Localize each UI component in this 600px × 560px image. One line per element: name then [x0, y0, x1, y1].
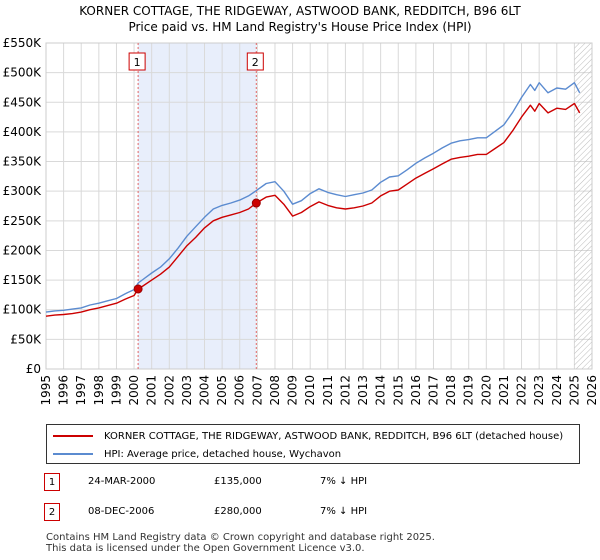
sale-point — [251, 198, 261, 208]
legend-item-hpi: HPI: Average price, detached house, Wych… — [53, 446, 341, 462]
price-chart: £0 £50K £100K £150K £200K £250K £300K £350K £400… — [3, 36, 599, 406]
x-tick-label: 2004 — [198, 375, 212, 406]
y-tick-label: £350K — [3, 155, 43, 169]
x-tick-label: 2014 — [374, 375, 388, 406]
x-tick-label: 2018 — [444, 375, 458, 406]
x-tick-label: 2002 — [162, 375, 176, 406]
sale-marker-badge: 2 — [44, 503, 60, 521]
x-tick-label: 2017 — [426, 375, 440, 406]
sale-price: £135,000 — [214, 476, 262, 487]
x-tick-label: 2005 — [215, 375, 229, 406]
x-tick-label: 2009 — [286, 375, 300, 406]
sale-marker-box — [246, 52, 264, 71]
y-tick-label: £500K — [3, 66, 43, 80]
footer-license: This data is licensed under the Open Gov… — [46, 543, 365, 554]
sale-point — [133, 284, 143, 294]
sale-marker-label: 1 — [134, 56, 141, 69]
x-tick-label: 2008 — [268, 375, 282, 406]
x-tick-label: 2024 — [550, 375, 564, 406]
x-tick-label: 1999 — [109, 375, 123, 406]
legend: KORNER COTTAGE, THE RIDGEWAY, ASTWOOD BA… — [46, 424, 580, 464]
holding-period-shade — [138, 43, 257, 369]
footer-copyright: Contains HM Land Registry data © Crown c… — [46, 532, 435, 543]
x-tick-label: 1997 — [74, 375, 88, 406]
sale-hpi-diff: 7% ↓ HPI — [320, 476, 368, 487]
x-tick-label: 2022 — [515, 375, 529, 406]
x-tick-label: 2015 — [391, 375, 405, 406]
legend-swatch-hpi — [53, 453, 93, 455]
x-tick-label: 2019 — [462, 375, 476, 406]
x-tick-label: 2010 — [303, 375, 317, 406]
x-tick-label: 2000 — [127, 375, 141, 406]
x-tick-label: 2016 — [409, 375, 423, 406]
x-tick-label: 1996 — [57, 375, 71, 406]
y-tick-label: £250K — [3, 214, 43, 228]
legend-label-property: KORNER COTTAGE, THE RIDGEWAY, ASTWOOD BA… — [104, 430, 564, 442]
y-tick-label: £100K — [3, 303, 43, 317]
x-tick-label: 2013 — [356, 375, 370, 406]
sale-date: 08-DEC-2006 — [88, 506, 155, 517]
x-tick-label: 2003 — [180, 375, 194, 406]
y-tick-label: £150K — [3, 273, 43, 287]
y-tick-label: £400K — [3, 125, 43, 139]
x-tick-label: 2012 — [338, 375, 352, 406]
chart-title: KORNER COTTAGE, THE RIDGEWAY, ASTWOOD BA… — [79, 4, 521, 18]
x-tick-label: 1998 — [92, 375, 106, 406]
y-tick-label: £450K — [3, 95, 43, 109]
future-hatch — [574, 43, 592, 369]
sale-marker-label: 2 — [252, 56, 259, 69]
sale-date: 24-MAR-2000 — [88, 476, 156, 487]
x-tick-label: 2001 — [145, 375, 159, 406]
x-tick-label: 2007 — [250, 375, 264, 406]
x-tick-label: 2020 — [479, 375, 493, 406]
y-tick-label: £300K — [3, 184, 43, 198]
x-tick-label: 2025 — [567, 375, 581, 406]
y-tick-label: £50K — [10, 332, 42, 346]
sale-marker-box — [128, 52, 146, 71]
legend-swatch-property — [53, 435, 93, 437]
y-tick-label: £0 — [26, 362, 41, 376]
x-tick-label: 2026 — [585, 375, 599, 406]
plot-area — [46, 43, 592, 369]
chart-subtitle: Price paid vs. HM Land Registry's House … — [128, 20, 472, 34]
y-tick-label: £200K — [3, 243, 43, 257]
x-tick-label: 2011 — [321, 375, 335, 406]
x-tick-label: 2023 — [532, 375, 546, 406]
legend-item-property: KORNER COTTAGE, THE RIDGEWAY, ASTWOOD BA… — [53, 428, 563, 444]
x-tick-label: 2021 — [497, 375, 511, 406]
sale-hpi-diff: 7% ↓ HPI — [320, 506, 368, 517]
x-tick-label: 1995 — [39, 375, 53, 406]
plot-border — [45, 42, 593, 370]
legend-label-hpi: HPI: Average price, detached house, Wych… — [104, 448, 342, 460]
sale-marker-badge: 1 — [44, 473, 60, 491]
x-tick-label: 2006 — [233, 375, 247, 406]
sale-price: £280,000 — [214, 506, 262, 517]
y-tick-label: £550K — [3, 36, 43, 50]
